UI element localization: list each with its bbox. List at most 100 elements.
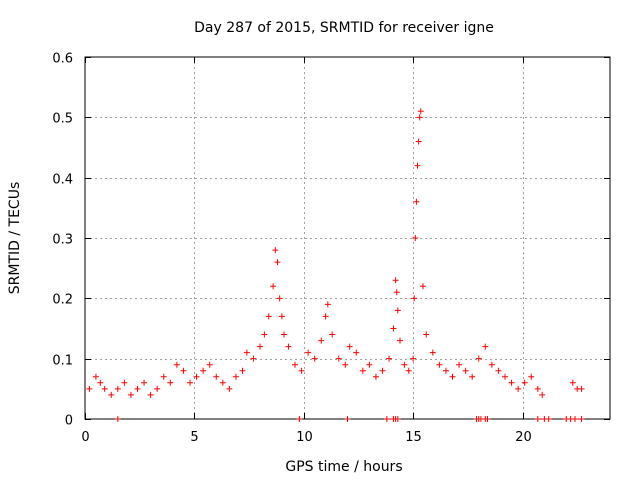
data-point [413, 198, 420, 205]
x-tick-label: 20 [515, 430, 532, 445]
data-point [521, 379, 528, 386]
x-tick-label: 10 [296, 430, 313, 445]
data-point [329, 331, 336, 338]
data-point [101, 385, 108, 392]
data-point [213, 373, 220, 380]
data-point [114, 416, 121, 422]
y-tick-label: 0.2 [52, 293, 73, 308]
data-point [270, 283, 277, 290]
data-point [344, 416, 351, 422]
data-point [417, 108, 424, 115]
data-point [475, 355, 482, 362]
y-tick-label: 0.6 [52, 52, 73, 67]
data-point [456, 361, 463, 368]
data-point [281, 331, 288, 338]
data-point [488, 361, 495, 368]
data-point [534, 385, 541, 392]
data-point [243, 349, 250, 356]
data-point [298, 367, 305, 374]
data-point [578, 385, 585, 392]
data-point [383, 416, 390, 422]
data-points [86, 108, 585, 422]
data-point [386, 355, 393, 362]
data-point [469, 373, 476, 380]
data-point [419, 283, 426, 290]
data-point [324, 301, 331, 308]
data-point [366, 361, 373, 368]
data-point [296, 416, 303, 422]
data-point [416, 114, 423, 121]
data-point [200, 367, 207, 374]
data-point [508, 379, 515, 386]
data-point [393, 289, 400, 296]
data-point [278, 313, 285, 320]
data-point [141, 379, 148, 386]
data-point [405, 367, 412, 374]
y-tick-labels: 0 0.1 0.2 0.3 0.4 0.5 0.6 [52, 52, 73, 429]
data-point [397, 337, 403, 344]
y-tick-label: 0 [65, 414, 73, 429]
data-point [436, 361, 443, 368]
data-point [311, 355, 318, 362]
data-point [261, 331, 268, 338]
data-point [239, 367, 246, 374]
data-point [515, 385, 522, 392]
x-tick-labels: 0 5 10 15 20 [81, 430, 531, 445]
data-point [160, 373, 167, 380]
data-point [154, 385, 161, 392]
data-point [462, 367, 469, 374]
data-point [502, 373, 508, 380]
data-point [257, 343, 263, 350]
data-point [318, 337, 325, 344]
data-point [134, 385, 141, 392]
data-point [528, 373, 535, 380]
x-axis-label: GPS time / hours [285, 459, 402, 475]
data-point [449, 373, 456, 380]
y-tick-label: 0.3 [52, 233, 73, 248]
data-point [372, 373, 379, 380]
data-point [414, 162, 421, 169]
data-point [412, 235, 419, 241]
x-tick-label: 15 [405, 430, 422, 445]
data-point [305, 349, 312, 356]
data-point [335, 355, 342, 362]
data-point [429, 349, 436, 356]
data-point [578, 416, 585, 422]
data-point [219, 379, 226, 386]
data-point [272, 247, 279, 254]
y-tick-label: 0.5 [52, 112, 73, 127]
data-point [250, 355, 257, 362]
y-tick-label: 0.4 [52, 173, 73, 188]
data-point [353, 349, 360, 356]
data-point [442, 367, 449, 374]
data-point [180, 367, 187, 374]
data-point [187, 379, 193, 386]
data-point [415, 138, 422, 145]
data-point [226, 385, 233, 392]
data-point [97, 379, 104, 386]
data-point [390, 325, 397, 332]
data-point [539, 391, 546, 398]
data-point [193, 373, 200, 380]
data-point [423, 331, 430, 338]
data-point [534, 416, 541, 422]
data-point [121, 379, 128, 386]
data-point [276, 295, 283, 302]
data-point [394, 416, 401, 422]
chart-title: Day 287 of 2015, SRMTID for receiver ign… [194, 20, 494, 36]
data-point [346, 343, 353, 350]
data-point [292, 361, 298, 368]
data-point [482, 343, 489, 350]
data-point [147, 391, 154, 398]
data-point [545, 416, 552, 422]
data-point [495, 367, 502, 374]
data-point [265, 313, 272, 320]
y-axis-label: SRMTID / TECUs [7, 182, 23, 295]
data-point [359, 367, 366, 374]
data-point [484, 416, 491, 422]
data-point [86, 385, 93, 392]
data-point [232, 373, 239, 380]
data-point [572, 416, 578, 422]
data-point [127, 391, 134, 398]
data-point [342, 361, 349, 368]
